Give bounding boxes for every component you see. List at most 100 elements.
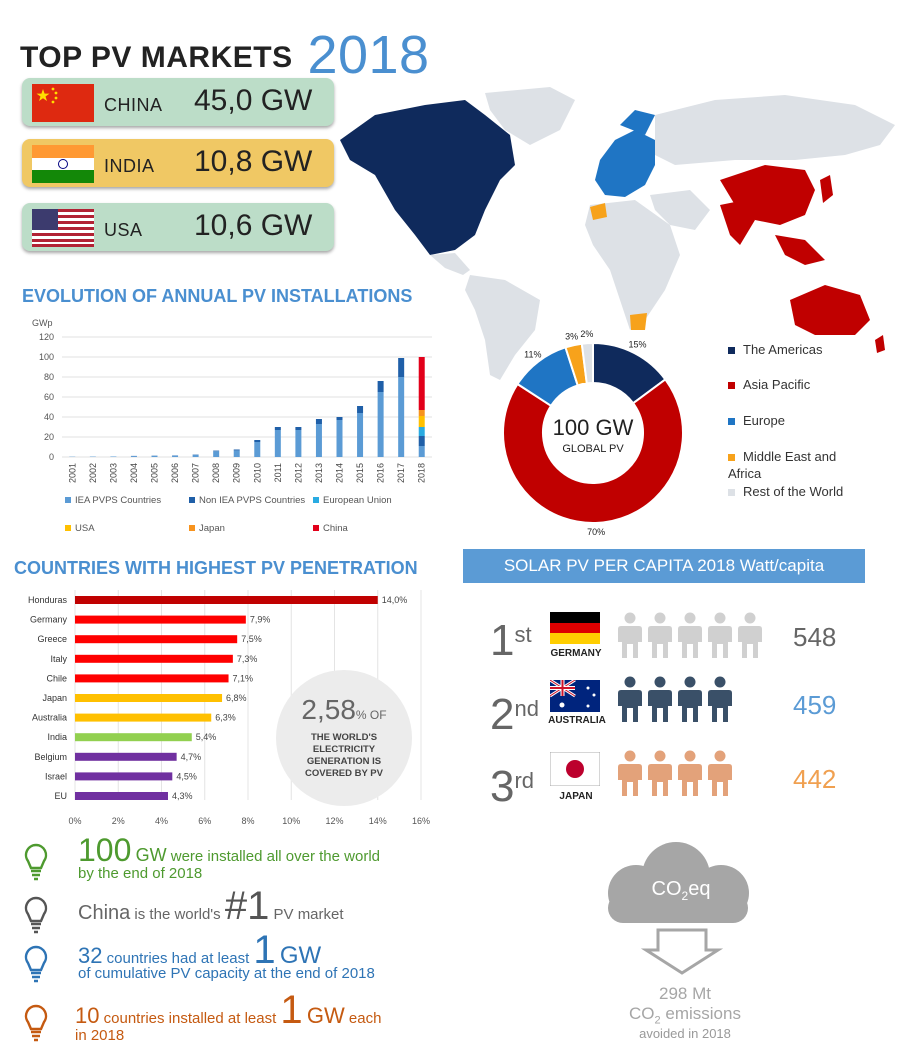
market-country: USA [104,220,143,240]
category-label: EU [54,791,67,801]
fact-2: China is the world's #1 PV market [78,884,418,929]
donut-center: 100 GW GLOBAL PV [548,415,638,455]
bar [75,792,168,800]
bar-segment [213,450,220,452]
bar-segment [377,392,384,457]
bar-segment [398,377,405,457]
bar [75,733,192,742]
person-icon [648,750,672,796]
x-tick-label: 2015 [355,463,365,483]
per-capita-value-australia: 459 [793,690,837,720]
evolution-title: EVOLUTION OF ANNUAL PV INSTALLATIONS [22,286,413,306]
germany-flag-icon [550,612,600,644]
data-label: 6,8% [226,693,247,703]
person-icon [618,676,642,722]
fact-text: is the world's [130,906,225,923]
bar-segment [336,417,343,420]
donut-center-value: 100 GW [552,415,634,440]
category-label: Greece [37,634,67,644]
donut-label: 11% [524,349,541,359]
y-tick-label: 120 [39,332,54,342]
legend-swatch [728,382,735,390]
x-tick-label: 2017 [396,463,406,483]
x-tick-label: 2001 [67,463,77,483]
x-tick-label: 2010 [252,463,262,483]
rank-suffix: nd [514,696,539,721]
x-tick-label: 2016 [376,463,386,483]
data-label: 14,0% [382,595,408,605]
bar [75,772,173,781]
data-label: 4,5% [176,771,197,781]
data-label: 7,3% [237,654,258,664]
penetration-title: COUNTRIES WITH HIGHEST PV PENETRATION [14,558,418,578]
bar-segment [192,454,199,457]
fact-big: 100 [78,832,132,868]
person-icon [618,612,642,658]
callout-value-line: 2,58% OF [276,694,412,726]
x-tick-label: 14% [369,816,387,826]
bar-segment [274,427,281,430]
world-legend-americas: The Americas [728,342,822,357]
bar-segment [233,449,240,451]
legend-swatch [728,454,735,462]
rank-2: 2nd [490,690,539,740]
x-tick-label: 2007 [191,463,201,483]
person-icon [678,750,702,796]
person-icon [648,676,672,722]
x-tick-label: 6% [198,816,211,826]
evolution-chart: GWp 0 20 40 60 80 100 120 2001 2002 2003 2004 2005 20… [32,318,432,534]
bar [75,615,246,624]
bar-segment [398,358,405,377]
legend-swatch [189,525,195,531]
world-legend-rest: Rest of the World [728,484,843,499]
bar-segment [315,419,322,424]
australia-flag-icon [550,680,600,712]
lightbulb-icon [24,896,48,934]
market-country: INDIA [104,156,155,176]
person-icon [738,612,762,658]
market-card-usa: USA 10,6 GW [22,203,334,251]
per-capita-value-japan: 442 [793,764,837,794]
legend-swatch [189,497,195,503]
y-tick-label: 60 [44,392,54,402]
co2-amount: 298 Mt [659,984,711,1003]
bar [75,654,233,663]
legend-label: Rest of the World [743,484,844,499]
x-tick-label: 2006 [170,463,180,483]
fact-text2: by the end of 2018 [78,865,203,882]
lightbulb-icon [24,1004,48,1042]
x-tick-label: 2009 [232,463,242,483]
fact-4: 10 countries installed at least 1 GW eac… [75,988,455,1044]
data-label: 6,3% [215,713,236,723]
bar-segment [357,406,364,413]
x-tick-label: 4% [155,816,168,826]
fact-3: 32 countries had at least 1 GW of cumula… [78,928,438,982]
bar-segment [274,430,281,457]
legend-swatch [313,497,319,503]
x-tick-label: 2011 [273,463,283,482]
title-text: TOP PV MARKETS [20,41,293,74]
x-tick-label: 0% [68,816,81,826]
category-label: Japan [42,693,67,703]
fact-unit: GW [135,845,167,865]
world-legend-asia-pacific: Asia Pacific [728,377,810,392]
fact-text: countries had at least [102,950,254,967]
fact-big: 1 [253,928,276,972]
bar-segment [315,424,322,457]
fact-big: 1 [280,988,303,1032]
legend-swatch [728,347,735,355]
data-label: 7,1% [233,673,254,683]
fact-text: countries installed at least [99,1010,281,1027]
y-tick-label: 80 [44,372,54,382]
fact-text: were installed all over the world [166,848,380,865]
per-capita-value-germany: 548 [793,622,837,652]
co2-text: 298 Mt CO2 emissions avoided in 2018 [600,984,770,1041]
country-label: AUSTRALIA [548,715,606,726]
person-icon [678,676,702,722]
donut-label: 15% [629,340,647,350]
y-tick-label: 100 [39,352,54,362]
bar-segment [418,446,425,457]
category-label: Israel [45,771,67,781]
bar-segment [213,451,220,457]
x-tick-label: 2002 [88,463,98,483]
